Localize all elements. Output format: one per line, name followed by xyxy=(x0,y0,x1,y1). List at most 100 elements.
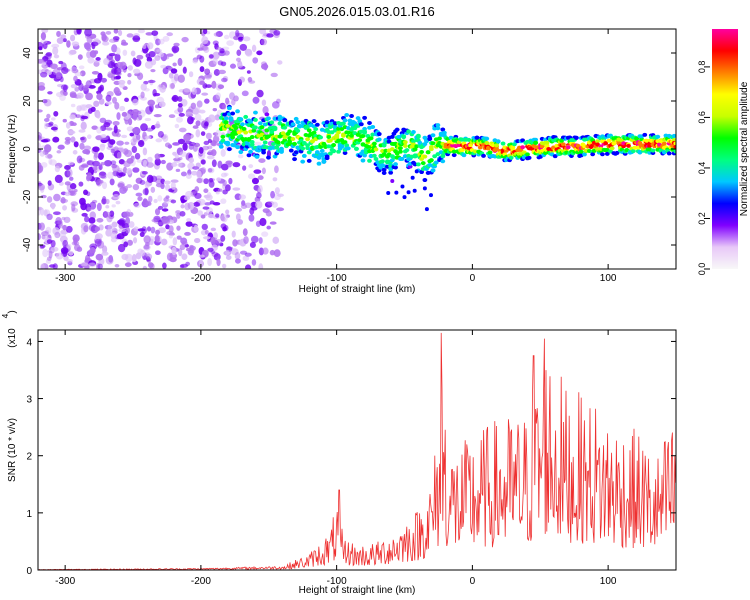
spectrogram-noise-cell xyxy=(262,247,269,255)
spectrogram-noise-cell xyxy=(272,177,278,182)
spectrogram-noise-cell xyxy=(145,256,151,262)
spectrogram-noise-cell xyxy=(86,47,92,52)
spectrogram-ridge-cell xyxy=(327,151,333,156)
spectrogram-noise-cell xyxy=(133,202,141,208)
spectrogram-noise-cell xyxy=(151,30,159,36)
spectrogram-noise-cell xyxy=(272,236,280,244)
spectrogram-noise-cell xyxy=(50,117,56,121)
spectrogram-ridge-cell xyxy=(238,150,244,155)
snr-x-tick-label: -100 xyxy=(327,576,347,587)
spectrogram-noise-cell xyxy=(231,230,236,238)
spectrogram-noise-cell xyxy=(78,181,84,187)
spectrogram-y-ticks: -40 -20 0 20 40 xyxy=(22,47,676,252)
spectrogram-noise-cell xyxy=(68,50,74,56)
spectrogram-noise-cell xyxy=(98,171,107,179)
spectrogram-ridge-cell xyxy=(381,167,387,172)
spectrogram-noise-cell xyxy=(76,105,83,112)
spectrogram-noise-cell xyxy=(140,83,147,91)
spectrogram-noise-cell xyxy=(197,210,203,216)
spectrogram-noise-cell xyxy=(86,172,93,181)
spectrogram-noise-cell xyxy=(118,228,126,233)
spectrogram-noise-cell xyxy=(62,38,67,43)
spectrogram-ridge-cell xyxy=(411,130,416,135)
spectrogram-noise-cell xyxy=(175,168,181,172)
spectrogram-noise-cell xyxy=(124,149,133,158)
snr-y-tick-label: 4 xyxy=(26,337,32,348)
spectrogram-noise-cell xyxy=(216,46,222,51)
spectrogram-noise-cell xyxy=(214,114,221,121)
spectrogram-noise-cell xyxy=(198,146,204,154)
spectrogram-noise-cell xyxy=(185,173,192,179)
spectrogram-noise-cell xyxy=(105,30,112,35)
spectrogram-noise-cell xyxy=(141,170,148,175)
spectrogram-noise-cell xyxy=(93,100,100,107)
spectrogram-ridge-cell xyxy=(573,135,579,140)
spectrogram-noise-cell xyxy=(217,60,224,66)
spectrogram-noise-cell xyxy=(101,35,109,43)
spectrogram-noise-cell xyxy=(204,202,212,206)
spectrogram-ridge-cell xyxy=(290,137,296,142)
spectrogram-noise-cell xyxy=(50,246,59,252)
snr-frame xyxy=(37,329,677,571)
spectrogram-noise-cell xyxy=(124,97,129,103)
spectrogram-ridge-cell xyxy=(389,147,395,152)
spectrogram-noise-cell xyxy=(155,120,160,129)
spectrogram-noise-cell xyxy=(46,196,53,203)
spectrogram-noise-cell xyxy=(207,150,214,156)
spectrogram-ridge-cell xyxy=(257,121,263,126)
spectrogram-noise-cell xyxy=(64,191,71,197)
spectrogram-noise-cell xyxy=(102,41,110,46)
spectrogram-noise-cell xyxy=(60,197,66,204)
spectrogram-noise-cell xyxy=(179,210,186,217)
spectrogram-ridge-cell xyxy=(310,139,315,144)
spectrogram-noise-cell xyxy=(117,181,126,189)
spectrogram-ridge-cell xyxy=(228,117,234,122)
spectrogram-noise-cell xyxy=(196,170,202,179)
spectrogram-noise-cell xyxy=(109,178,115,186)
spectrogram-noise-cell xyxy=(42,98,48,104)
spectrogram-noise-cell xyxy=(200,214,206,219)
spectrogram-noise-cell xyxy=(208,54,214,59)
spectrogram-noise-cell xyxy=(113,146,119,151)
snr-multiplier-exponent: 4 xyxy=(1,313,10,318)
spectrogram-noise-cell xyxy=(236,219,244,225)
spectrogram-noise-cell xyxy=(230,248,239,256)
spectrogram-noise-cell xyxy=(86,51,92,59)
spectrogram-noise-cell xyxy=(83,189,89,196)
spectrogram-ridge-cell xyxy=(342,151,348,156)
spectrogram-ridge-cell xyxy=(314,150,320,155)
spectrogram-noise-cell xyxy=(101,175,107,180)
spectrogram-noise-cell xyxy=(151,218,158,223)
spectrogram-noise-cell xyxy=(118,159,125,165)
spectrogram-ridge-cell xyxy=(292,157,297,162)
spectrogram-noise-cell xyxy=(99,171,106,176)
snr-x-ticks: -300 -200 -100 0 100 xyxy=(55,330,617,587)
spectrogram-ridge-cell xyxy=(442,130,447,135)
spectrogram-noise-cell xyxy=(261,167,266,175)
spectrogram-ridge-cell xyxy=(288,148,294,153)
spectrogram-noise-cell xyxy=(179,264,185,269)
spectrogram-ridge-cell xyxy=(230,135,236,140)
spectrogram-noise-cell xyxy=(237,63,244,68)
colorbar-tick-label: 0.8 xyxy=(697,61,707,74)
spectrogram-noise-cell xyxy=(207,257,213,266)
spectrogram-ridge-cell xyxy=(451,153,457,158)
spectrogram-noise-cell xyxy=(256,192,262,199)
spectrogram-noise-cell xyxy=(237,154,244,159)
spectrogram-ridge-cell xyxy=(292,141,297,146)
spectrogram-ridge-cell xyxy=(293,150,299,155)
spectrogram-noise-cell xyxy=(43,118,50,123)
spectrogram-noise-cell xyxy=(148,195,153,203)
spectrogram-noise-cell xyxy=(118,218,126,227)
spectrogram-noise-cell xyxy=(220,214,228,223)
spectrogram-ridge-cell xyxy=(634,136,640,141)
spectrogram-noise-cell xyxy=(73,141,79,148)
spectrogram-noise-cell xyxy=(198,254,205,258)
spectrogram-noise-cell xyxy=(270,190,275,199)
spectrogram-noise-cell xyxy=(180,204,185,209)
spectrogram-ridge-cell xyxy=(327,138,333,143)
spectrogram-noise-cell xyxy=(135,252,142,260)
spectrogram-noise-cell xyxy=(261,99,267,107)
spectrogram-noise-cell xyxy=(38,183,46,191)
